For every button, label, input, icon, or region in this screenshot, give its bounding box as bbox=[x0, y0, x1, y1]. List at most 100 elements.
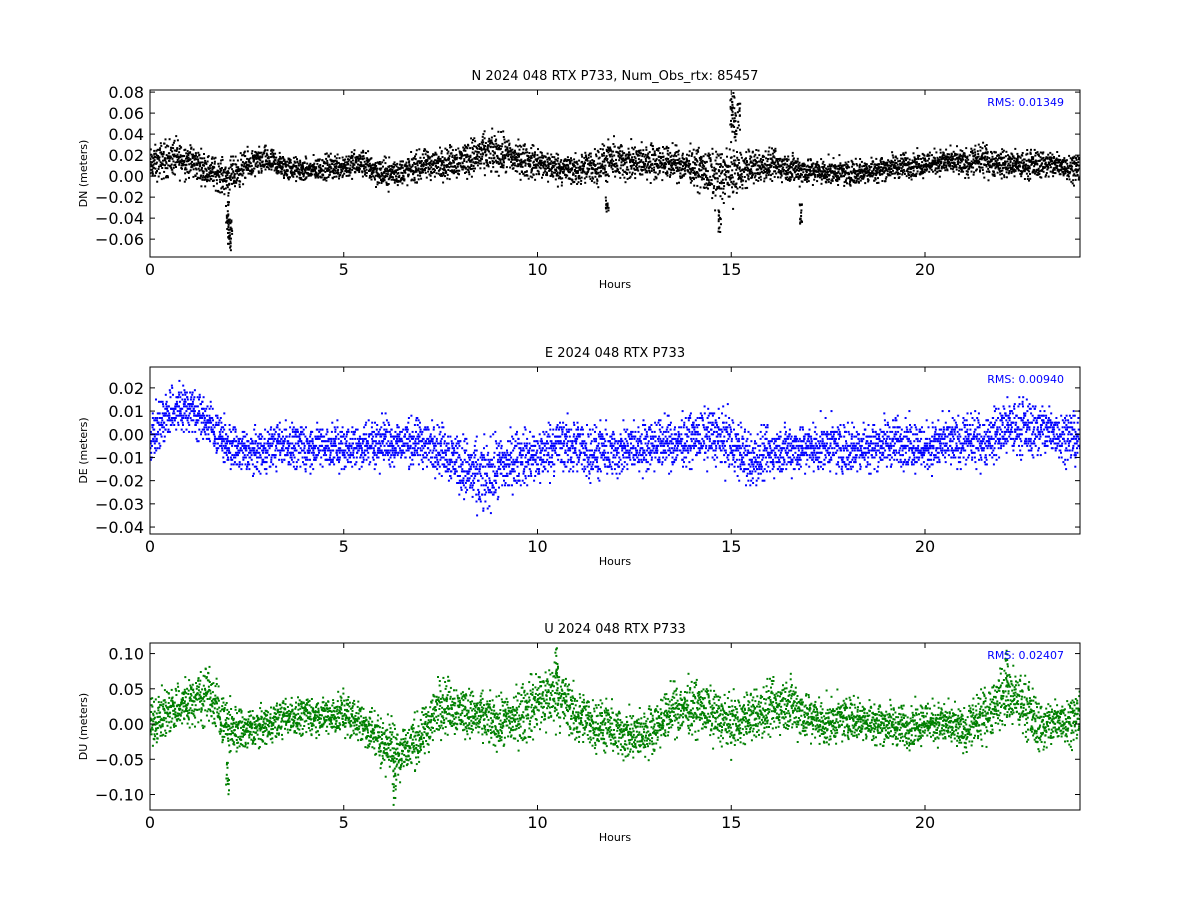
data-point bbox=[961, 150, 964, 153]
data-point bbox=[972, 166, 975, 169]
data-point bbox=[1036, 151, 1039, 154]
data-point bbox=[731, 182, 734, 185]
data-point bbox=[442, 172, 445, 175]
data-point bbox=[1023, 178, 1026, 180]
data-point bbox=[157, 156, 160, 159]
data-point bbox=[902, 159, 905, 162]
data-point bbox=[636, 162, 639, 165]
data-point bbox=[759, 171, 762, 174]
data-point bbox=[333, 159, 336, 162]
data-point bbox=[733, 164, 736, 167]
data-point bbox=[957, 163, 960, 166]
data-point bbox=[401, 182, 404, 185]
data-point bbox=[690, 170, 693, 173]
data-point bbox=[860, 175, 863, 178]
data-point bbox=[1013, 170, 1016, 173]
data-point bbox=[488, 140, 491, 142]
data-point bbox=[165, 154, 168, 157]
data-point bbox=[168, 152, 171, 155]
data-point bbox=[407, 158, 410, 160]
data-point bbox=[935, 151, 938, 154]
data-point bbox=[333, 175, 336, 178]
data-point bbox=[943, 156, 946, 159]
data-point bbox=[992, 162, 995, 165]
data-point bbox=[898, 176, 901, 179]
data-point bbox=[1016, 156, 1019, 159]
data-point bbox=[604, 158, 606, 160]
data-point bbox=[915, 163, 918, 166]
data-point bbox=[176, 147, 179, 150]
data-point bbox=[778, 164, 781, 167]
data-point bbox=[576, 183, 579, 185]
data-point bbox=[886, 164, 889, 167]
data-point bbox=[507, 139, 510, 142]
data-point bbox=[667, 158, 670, 160]
data-point bbox=[936, 170, 939, 173]
data-point bbox=[268, 161, 271, 164]
data-point bbox=[546, 171, 548, 174]
data-point bbox=[949, 144, 952, 147]
data-point bbox=[502, 159, 505, 162]
data-point bbox=[751, 161, 754, 164]
data-point bbox=[620, 155, 623, 158]
data-point bbox=[211, 161, 214, 164]
data-point bbox=[315, 172, 318, 175]
data-point bbox=[712, 191, 715, 193]
data-point bbox=[610, 153, 613, 156]
data-point bbox=[1020, 172, 1023, 175]
data-point bbox=[730, 181, 733, 183]
data-point bbox=[452, 165, 455, 168]
data-point bbox=[304, 171, 307, 174]
data-point bbox=[178, 179, 181, 182]
data-point bbox=[480, 148, 483, 150]
data-point bbox=[566, 156, 569, 159]
data-point bbox=[856, 164, 859, 167]
data-point bbox=[602, 172, 605, 175]
data-point bbox=[469, 160, 472, 163]
data-point bbox=[950, 153, 953, 156]
data-point bbox=[414, 155, 416, 158]
data-point bbox=[851, 165, 854, 168]
data-point bbox=[370, 157, 373, 160]
data-point bbox=[801, 180, 804, 183]
data-point bbox=[734, 139, 737, 142]
data-point bbox=[524, 162, 527, 165]
data-point bbox=[1014, 162, 1017, 165]
data-point bbox=[849, 178, 852, 181]
data-point bbox=[191, 165, 194, 168]
data-point bbox=[934, 172, 937, 175]
data-point bbox=[826, 178, 829, 181]
data-point bbox=[727, 170, 730, 173]
data-point bbox=[486, 147, 489, 150]
data-point bbox=[766, 168, 769, 171]
data-point bbox=[490, 170, 493, 173]
data-point bbox=[789, 178, 792, 181]
data-point bbox=[481, 135, 484, 138]
data-point bbox=[540, 151, 543, 154]
data-point bbox=[685, 158, 688, 161]
data-point bbox=[407, 169, 410, 172]
data-point bbox=[201, 176, 204, 179]
data-point bbox=[494, 140, 497, 143]
data-point bbox=[425, 162, 428, 165]
data-point bbox=[899, 154, 902, 157]
data-point bbox=[656, 147, 659, 150]
data-point bbox=[162, 152, 165, 155]
data-point bbox=[558, 167, 560, 170]
data-point bbox=[344, 164, 347, 167]
data-point bbox=[328, 173, 331, 176]
data-point bbox=[524, 164, 527, 167]
data-point bbox=[832, 157, 835, 160]
data-point bbox=[512, 167, 515, 170]
data-point bbox=[407, 167, 410, 170]
data-point bbox=[451, 156, 454, 158]
data-point bbox=[972, 158, 975, 161]
data-point bbox=[857, 177, 860, 180]
data-point bbox=[859, 172, 862, 174]
data-point bbox=[522, 148, 525, 151]
data-point bbox=[520, 163, 523, 166]
data-point bbox=[965, 147, 968, 150]
data-point bbox=[579, 169, 582, 172]
data-point bbox=[172, 166, 175, 169]
data-point bbox=[768, 146, 771, 149]
